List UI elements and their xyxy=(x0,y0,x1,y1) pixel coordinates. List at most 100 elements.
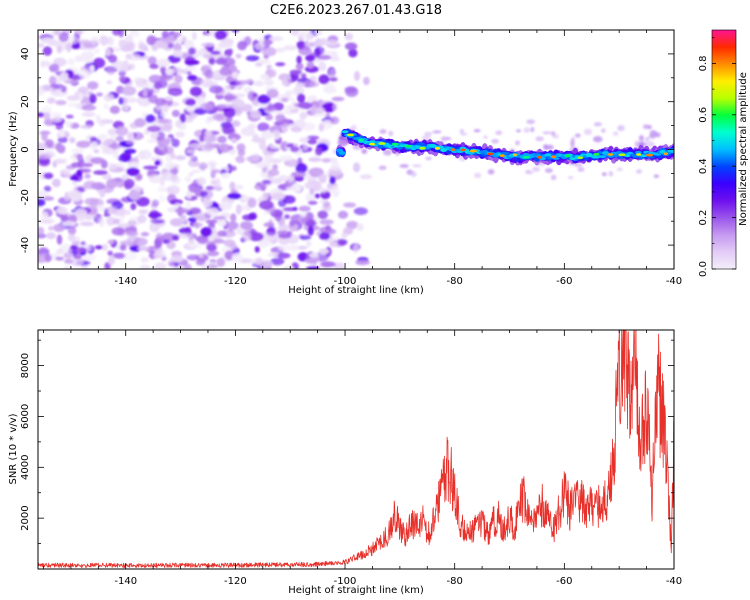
heatmap-signal-cell xyxy=(522,153,530,157)
heatmap-noise-cell xyxy=(185,98,197,106)
heatmap-noise-cell xyxy=(55,100,67,106)
heatmap-noise-cell xyxy=(107,250,113,256)
heatmap-signal-cell xyxy=(634,150,642,154)
heatmap-noise-cell xyxy=(308,157,322,163)
heatmap-noise-cell xyxy=(319,219,334,225)
heatmap-noise-cell xyxy=(284,214,290,220)
heatmap-noise-cell xyxy=(250,109,261,119)
heatmap-noise-cell xyxy=(185,104,196,112)
heatmap-noise-cell xyxy=(143,165,159,170)
colorbar-tick-label: 0.6 xyxy=(698,107,709,123)
heatmap-noise-cell xyxy=(258,38,265,44)
heatmap-noise-cell xyxy=(127,161,140,170)
heatmap-noise-cell xyxy=(188,207,201,215)
heatmap-noise-cell xyxy=(124,250,138,261)
heatmap-noise-cell xyxy=(267,226,277,236)
heatmap-noise-cell xyxy=(307,200,318,205)
heatmap-noise-cell xyxy=(305,192,316,203)
heatmap-noise-cell xyxy=(64,258,74,264)
heatmap-noise-cell xyxy=(424,131,433,136)
heatmap-noise-cell xyxy=(382,149,393,156)
heatmap-noise-cell xyxy=(297,252,309,262)
heatmap-noise-cell xyxy=(105,206,119,215)
heatmap-noise-cell xyxy=(175,120,182,128)
heatmap-noise-cell xyxy=(222,107,231,113)
heatmap-noise-cell xyxy=(235,80,249,85)
colorbar-tick-label: 0.2 xyxy=(698,210,709,226)
heatmap-noise-cell xyxy=(57,144,66,154)
heatmap-noise-cell xyxy=(96,92,103,97)
heatmap-noise-cell xyxy=(222,94,237,101)
heatmap-noise-cell xyxy=(225,117,233,123)
heatmap-noise-cell xyxy=(261,46,277,57)
heatmap-noise-cell xyxy=(270,193,285,201)
heatmap-noise-cell xyxy=(124,34,134,44)
heatmap-signal-peak xyxy=(537,155,543,159)
heatmap-noise-cell xyxy=(291,171,307,178)
heatmap-noise-cell xyxy=(76,140,91,148)
heatmap-noise-cell xyxy=(54,158,66,164)
heatmap-noise-cell xyxy=(109,105,121,115)
heatmap-noise-cell xyxy=(138,265,149,269)
heatmap-noise-cell xyxy=(254,246,260,253)
heatmap-noise-cell xyxy=(319,198,328,204)
heatmap-signal-peak xyxy=(378,142,386,145)
heatmap-noise-cell xyxy=(206,240,216,252)
colorbar-tick-label: 0.0 xyxy=(698,261,709,277)
heatmap-noise-cell xyxy=(66,95,81,101)
heatmap-noise-cell xyxy=(257,259,273,268)
heatmap-noise-cell xyxy=(99,35,109,46)
heatmap-noise-cell xyxy=(74,55,84,62)
heatmap-noise-cell xyxy=(601,172,607,177)
heatmap-noise-cell xyxy=(356,223,364,232)
heatmap-noise-cell xyxy=(164,96,173,101)
snr-xtick-label: -60 xyxy=(556,576,572,587)
heatmap-noise-cell xyxy=(42,196,55,201)
heatmap-noise-cell xyxy=(174,207,190,214)
heatmap-noise-cell xyxy=(353,207,368,215)
heatmap-noise-cell xyxy=(247,197,257,208)
heatmap-noise-cell xyxy=(207,160,218,167)
heatmap-signal-layer xyxy=(336,128,674,166)
heatmap-noise-cell xyxy=(67,226,77,235)
heatmap-noise-cell xyxy=(254,42,265,50)
heatmap-noise-cell xyxy=(138,209,149,215)
heatmap-noise-cell xyxy=(258,59,271,64)
heatmap-noise-layer xyxy=(38,30,668,269)
heatmap-noise-cell xyxy=(282,195,296,204)
heatmap-noise-cell xyxy=(93,149,100,154)
heatmap-noise-cell xyxy=(223,239,236,247)
heatmap-noise-cell xyxy=(175,131,185,138)
heatmap-noise-cell xyxy=(329,77,338,82)
heatmap-noise-cell xyxy=(248,212,257,220)
heatmap-signal-peak xyxy=(450,148,455,152)
heatmap-noise-cell xyxy=(107,239,115,245)
heatmap-noise-cell xyxy=(129,32,141,38)
heatmap-noise-cell xyxy=(206,143,219,149)
heatmap-noise-cell xyxy=(38,43,45,48)
heatmap-noise-cell xyxy=(101,148,117,155)
heatmap-noise-cell xyxy=(125,140,135,145)
heatmap-xtick-label: -140 xyxy=(114,276,137,287)
heatmap-noise-cell xyxy=(185,201,192,211)
heatmap-noise-cell xyxy=(159,194,165,203)
heatmap-signal-peak xyxy=(522,156,530,159)
heatmap-noise-cell xyxy=(608,171,614,177)
heatmap-noise-cell xyxy=(286,89,297,96)
heatmap-noise-cell xyxy=(262,179,272,185)
heatmap-noise-cell xyxy=(122,103,129,111)
heatmap-noise-cell xyxy=(106,178,118,189)
heatmap-noise-cell xyxy=(112,218,121,225)
heatmap-noise-cell xyxy=(235,93,246,98)
heatmap-noise-cell xyxy=(84,197,99,206)
heatmap-noise-cell xyxy=(289,69,302,75)
heatmap-ytick-label: -40 xyxy=(20,237,31,253)
heatmap-noise-cell xyxy=(638,135,644,142)
heatmap-noise-cell xyxy=(263,222,275,227)
figure-title: C2E6.2023.267.01.43.G18 xyxy=(270,3,442,18)
heatmap-signal-cell xyxy=(544,153,552,157)
heatmap-noise-cell xyxy=(123,178,135,189)
heatmap-noise-cell xyxy=(318,60,325,68)
heatmap-noise-cell xyxy=(337,210,349,219)
heatmap-noise-cell xyxy=(38,198,46,207)
